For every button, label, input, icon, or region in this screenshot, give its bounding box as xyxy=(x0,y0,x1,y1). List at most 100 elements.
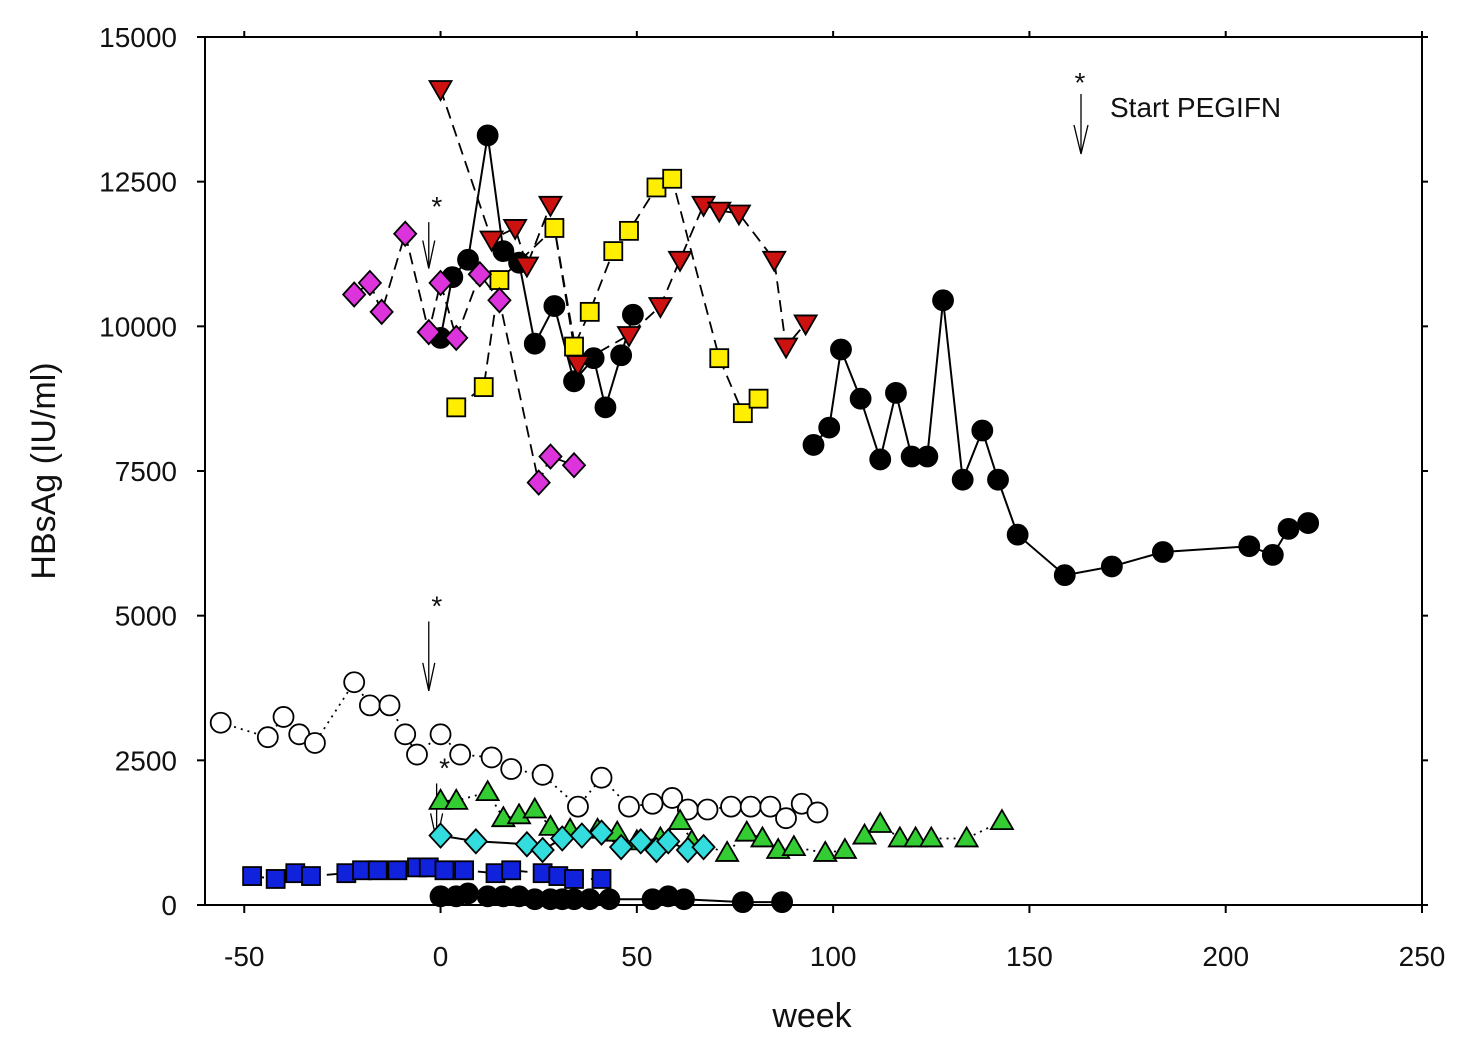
data-point-blue-square xyxy=(242,866,263,886)
data-point-green-up-triangle xyxy=(714,840,740,862)
data-point-green-up-triangle xyxy=(989,808,1015,830)
legend-arrow-head xyxy=(1073,124,1089,155)
data-point-yellow-square xyxy=(473,377,494,397)
data-point-red-down-triangle xyxy=(691,195,717,218)
data-point-blue-square xyxy=(564,869,584,889)
data-point-green-up-triangle xyxy=(867,811,893,833)
y-tick-label: 7500 xyxy=(115,456,177,487)
data-point-yellow-square xyxy=(579,301,600,322)
data-point-red-down-triangle xyxy=(761,250,787,273)
data-point-black-circle-high-late xyxy=(951,468,974,491)
data-point-open-circle xyxy=(696,798,719,821)
data-point-open-circle xyxy=(590,766,613,789)
data-point-green-up-triangle xyxy=(522,796,548,819)
data-point-red-down-triangle xyxy=(667,250,693,273)
data-point-cyan-diamond xyxy=(569,822,595,849)
data-point-open-circle xyxy=(661,787,684,809)
data-point-black-circle-high xyxy=(476,124,499,147)
data-point-magenta-diamond xyxy=(369,298,394,326)
series-points xyxy=(209,80,1320,914)
data-point-green-up-triangle xyxy=(749,825,776,848)
data-point-red-down-triangle xyxy=(514,256,540,279)
legend-annotation: * Start PEGIFN xyxy=(1073,67,1281,155)
data-point-black-circle-high-late xyxy=(802,434,825,456)
data-point-open-circle xyxy=(720,795,742,818)
data-point-black-circle-high-late xyxy=(818,416,841,439)
data-point-black-circle-high-late xyxy=(1238,535,1261,558)
y-tick-label: 15000 xyxy=(99,22,177,53)
data-point-black-circle-high xyxy=(543,295,566,317)
data-point-magenta-diamond xyxy=(341,281,367,308)
plot-area xyxy=(204,36,1423,906)
data-point-magenta-diamond xyxy=(428,269,453,297)
data-point-black-circle-high-late xyxy=(916,445,939,468)
data-point-black-circle-low xyxy=(731,891,754,914)
data-point-open-circle xyxy=(429,723,452,746)
data-point-black-circle-high-late xyxy=(1261,544,1284,566)
x-tick-label: 100 xyxy=(810,941,857,972)
data-point-open-circle xyxy=(531,763,554,786)
data-point-red-down-triangle xyxy=(647,297,673,319)
data-point-cyan-diamond xyxy=(530,836,555,864)
data-point-open-circle xyxy=(806,801,829,824)
data-point-red-down-triangle xyxy=(773,337,799,360)
data-point-black-circle-high xyxy=(594,396,617,419)
y-axis-title: HBsAg (IU/ml) xyxy=(25,362,63,579)
data-point-red-down-triangle xyxy=(479,230,505,253)
data-point-black-circle-high xyxy=(622,303,644,326)
data-point-green-up-triangle xyxy=(832,837,858,859)
start-asterisk: * xyxy=(431,590,442,621)
data-point-green-up-triangle xyxy=(887,825,913,848)
data-point-black-circle-high-late xyxy=(932,289,954,312)
data-point-blue-square xyxy=(591,869,612,889)
data-point-green-up-triangle xyxy=(427,788,454,810)
legend-asterisk: * xyxy=(1075,67,1086,98)
data-point-green-up-triangle xyxy=(954,825,980,848)
start-asterisk: * xyxy=(431,191,442,222)
data-point-open-circle xyxy=(480,746,503,769)
data-point-green-up-triangle xyxy=(781,834,807,857)
data-point-green-up-triangle xyxy=(734,819,760,842)
data-point-yellow-square xyxy=(662,168,683,189)
data-point-open-circle xyxy=(641,792,664,815)
data-point-yellow-square xyxy=(564,336,584,357)
data-point-black-circle-high-late xyxy=(869,448,892,471)
y-tick-label: 0 xyxy=(161,890,177,921)
data-point-blue-square xyxy=(301,866,321,886)
data-point-magenta-diamond xyxy=(416,318,441,346)
start-arrow-head xyxy=(422,662,436,692)
data-point-green-up-triangle xyxy=(506,802,532,825)
data-point-yellow-square xyxy=(489,270,510,290)
start-asterisk: * xyxy=(439,752,450,783)
data-point-red-down-triangle xyxy=(726,204,752,227)
data-point-black-circle-high-late xyxy=(885,381,907,404)
data-point-blue-square xyxy=(454,860,475,881)
x-axis-title: week xyxy=(771,997,852,1035)
data-point-black-circle-high-late xyxy=(1100,555,1123,578)
data-point-open-circle xyxy=(304,732,326,754)
data-point-magenta-diamond xyxy=(526,469,551,496)
data-point-red-down-triangle xyxy=(502,219,528,241)
data-point-blue-square xyxy=(265,869,286,889)
data-point-cyan-diamond xyxy=(463,828,489,855)
data-point-magenta-diamond xyxy=(487,286,512,314)
data-point-open-circle xyxy=(343,671,366,694)
data-point-black-circle-high xyxy=(457,248,479,271)
data-point-open-circle xyxy=(209,711,232,734)
data-point-black-circle-high-late xyxy=(1053,564,1076,587)
data-point-open-circle xyxy=(406,743,428,766)
data-point-open-circle xyxy=(272,706,295,728)
data-point-black-circle-high-late xyxy=(987,468,1009,491)
data-point-black-circle-high-late xyxy=(1151,541,1174,563)
data-point-open-circle xyxy=(775,807,797,830)
data-point-magenta-diamond xyxy=(392,220,418,248)
data-point-black-circle-high-late xyxy=(1297,512,1320,534)
data-point-black-circle-low xyxy=(771,891,793,914)
data-point-yellow-square xyxy=(732,403,753,424)
data-point-black-circle-high-late xyxy=(1277,517,1300,540)
data-point-black-circle-high-late xyxy=(1006,523,1029,546)
axis-ticks: -50 0 50 100 150 200 2500250050007500100001250… xyxy=(99,22,1445,972)
y-tick-label: 2500 xyxy=(115,745,177,776)
data-point-yellow-square xyxy=(544,218,565,238)
data-point-green-up-triangle xyxy=(812,840,838,862)
